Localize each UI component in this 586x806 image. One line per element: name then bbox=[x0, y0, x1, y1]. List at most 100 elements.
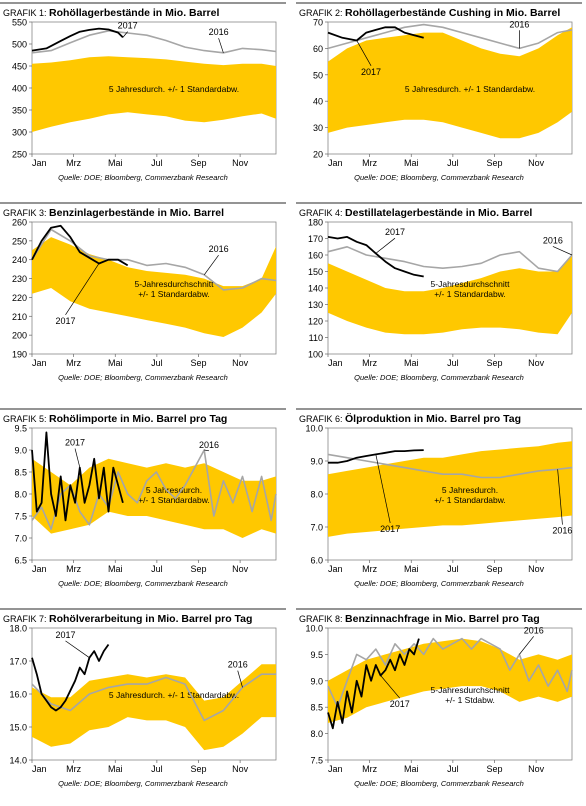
series-label-2016: 2016 bbox=[209, 244, 229, 254]
std-band bbox=[328, 27, 572, 139]
series-label-2017: 2017 bbox=[380, 524, 400, 534]
series-2016-line bbox=[31, 673, 276, 722]
series-pointer bbox=[519, 636, 534, 655]
y-tick-label: 70 bbox=[313, 18, 323, 28]
std-band bbox=[32, 458, 276, 538]
series-pointer bbox=[356, 40, 372, 66]
y-tick-label: 500 bbox=[12, 40, 27, 50]
y-tick-label: 210 bbox=[12, 312, 27, 322]
x-tick-label: Sep bbox=[486, 764, 502, 774]
x-tick-label: Mrz bbox=[362, 158, 377, 168]
grafik-number: GRAFIK 5: bbox=[3, 414, 49, 424]
y-tick-label: 300 bbox=[12, 128, 27, 138]
y-tick-label: 8.5 bbox=[14, 468, 27, 478]
y-tick-label: 9.5 bbox=[14, 424, 27, 434]
x-tick-label: Mrz bbox=[66, 358, 81, 368]
y-tick-label: 9.0 bbox=[310, 676, 323, 686]
chart-panel-6: GRAFIK 6: Ölproduktion in Mio. Barrel pr… bbox=[296, 408, 582, 588]
y-tick-label: 190 bbox=[12, 350, 27, 360]
series-2017-line bbox=[327, 236, 424, 278]
chart-title: GRAFIK 8: Benzinnachfrage in Mio. Barrel… bbox=[299, 613, 540, 625]
chart-panel-4: GRAFIK 4: Destillatelagerbestände in Mio… bbox=[296, 202, 582, 382]
band-label: 5 Jahresdurch. +/- 1 Standardabw. bbox=[109, 690, 239, 700]
grafik-number: GRAFIK 7: bbox=[3, 614, 49, 624]
series-2016-line bbox=[31, 29, 277, 54]
chart-title: GRAFIK 1: Rohöllagerbestände in Mio. Bar… bbox=[3, 7, 219, 19]
series-pointer bbox=[65, 640, 90, 658]
y-tick-label: 16.0 bbox=[9, 690, 27, 700]
x-tick-label: Jan bbox=[32, 358, 47, 368]
x-tick-label: Nov bbox=[232, 358, 249, 368]
x-tick-label: Mai bbox=[108, 564, 123, 574]
x-tick-label: Jan bbox=[32, 158, 47, 168]
series-2017-line bbox=[31, 643, 110, 712]
x-tick-label: Jul bbox=[151, 564, 163, 574]
chart-source: Quelle: DOE; Bloomberg, Commerzbank Rese… bbox=[354, 779, 524, 788]
y-tick-label: 7.0 bbox=[310, 523, 323, 533]
y-tick-label: 140 bbox=[308, 284, 323, 294]
x-tick-label: Jan bbox=[32, 764, 47, 774]
x-tick-label: Mrz bbox=[362, 564, 377, 574]
x-tick-label: Nov bbox=[528, 158, 545, 168]
y-tick-label: 30 bbox=[313, 123, 323, 133]
series-label-2017: 2017 bbox=[55, 630, 75, 640]
band-label: 5 Jahresdurch. +/- 1 Standardabw. bbox=[109, 84, 239, 94]
y-tick-label: 50 bbox=[313, 70, 323, 80]
y-tick-label: 17.0 bbox=[9, 657, 27, 667]
y-tick-label: 240 bbox=[12, 255, 27, 265]
y-tick-label: 8.0 bbox=[310, 729, 323, 739]
y-tick-label: 8.5 bbox=[310, 703, 323, 713]
chart-source: Quelle: DOE; Bloomberg, Commerzbank Rese… bbox=[354, 579, 524, 588]
series-2017-line bbox=[31, 27, 124, 52]
band-label: +/- 1 Standardabw. bbox=[434, 289, 506, 299]
x-tick-label: Jan bbox=[328, 564, 343, 574]
x-tick-label: Jul bbox=[447, 158, 459, 168]
x-tick-label: Jul bbox=[151, 358, 163, 368]
series-pointer bbox=[122, 31, 128, 38]
y-tick-label: 9.0 bbox=[310, 457, 323, 467]
y-tick-label: 260 bbox=[12, 218, 27, 228]
y-tick-label: 180 bbox=[308, 218, 323, 228]
x-tick-label: Mai bbox=[108, 358, 123, 368]
grafik-number: GRAFIK 8: bbox=[299, 614, 345, 624]
series-label-2016: 2016 bbox=[543, 235, 563, 245]
y-tick-label: 10.0 bbox=[305, 624, 323, 634]
y-tick-label: 230 bbox=[12, 274, 27, 284]
std-band bbox=[32, 56, 276, 132]
std-band bbox=[32, 664, 276, 751]
x-tick-label: Jul bbox=[447, 764, 459, 774]
y-tick-label: 6.5 bbox=[14, 556, 27, 566]
x-tick-label: Sep bbox=[486, 358, 502, 368]
x-tick-label: Mai bbox=[404, 564, 419, 574]
y-tick-label: 220 bbox=[12, 293, 27, 303]
x-tick-label: Mai bbox=[404, 158, 419, 168]
x-tick-label: Sep bbox=[190, 158, 206, 168]
band-label: +/- 1 Standardabw. bbox=[434, 495, 506, 505]
x-tick-label: Nov bbox=[232, 158, 249, 168]
chart-title: GRAFIK 3: Benzinlagerbestände in Mio. Ba… bbox=[3, 207, 224, 219]
series-pointer bbox=[557, 469, 563, 525]
y-tick-label: 250 bbox=[12, 236, 27, 246]
series-label-2017: 2017 bbox=[55, 316, 75, 326]
y-tick-label: 9.5 bbox=[310, 650, 323, 660]
y-tick-label: 400 bbox=[12, 84, 27, 94]
chart-title: GRAFIK 5: Rohölimporte in Mio. Barrel pr… bbox=[3, 413, 227, 425]
grafik-number: GRAFIK 1: bbox=[3, 8, 49, 18]
chart-title: GRAFIK 4: Destillatelagerbestände in Mio… bbox=[299, 207, 532, 219]
chart-panel-5: GRAFIK 5: Rohölimporte in Mio. Barrel pr… bbox=[0, 408, 286, 588]
chart-title-text: Rohölimporte in Mio. Barrel pro Tag bbox=[49, 413, 227, 425]
series-label-2016: 2016 bbox=[209, 27, 229, 37]
series-pointer bbox=[204, 449, 210, 452]
chart-source: Quelle: DOE; Bloomberg, Commerzbank Rese… bbox=[354, 373, 524, 382]
chart-source: Quelle: DOE; Bloomberg, Commerzbank Rese… bbox=[58, 373, 228, 382]
y-tick-label: 8.0 bbox=[310, 490, 323, 500]
series-label-2017: 2017 bbox=[361, 67, 381, 77]
chart-title: GRAFIK 7: Rohölverarbeitung in Mio. Barr… bbox=[3, 613, 252, 625]
x-tick-label: Jan bbox=[328, 158, 343, 168]
chart-source: Quelle: DOE; Bloomberg, Commerzbank Rese… bbox=[58, 173, 228, 182]
chart-title-text: Rohölverarbeitung in Mio. Barrel pro Tag bbox=[49, 613, 252, 625]
y-tick-label: 120 bbox=[308, 317, 323, 327]
x-tick-label: Mai bbox=[404, 358, 419, 368]
series-pointer bbox=[375, 454, 391, 524]
band-label: 5 Jahresdurch. bbox=[442, 485, 498, 495]
